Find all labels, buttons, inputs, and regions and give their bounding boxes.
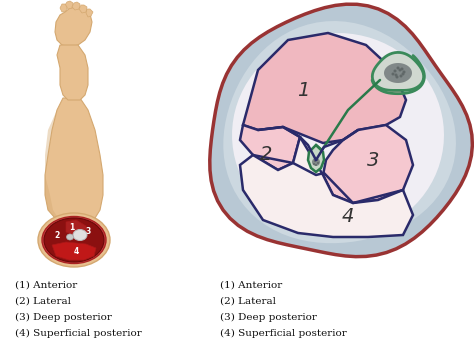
Text: 2: 2 [55,231,60,240]
Polygon shape [240,125,300,170]
Polygon shape [243,33,406,143]
Ellipse shape [73,229,87,241]
Polygon shape [45,98,63,218]
Circle shape [394,73,398,77]
Polygon shape [240,137,413,237]
Polygon shape [86,9,93,17]
Circle shape [401,73,404,76]
Circle shape [392,73,394,76]
Polygon shape [55,7,92,47]
Text: 4: 4 [73,248,79,257]
Polygon shape [60,4,67,12]
Circle shape [395,76,399,78]
Circle shape [396,66,400,69]
Ellipse shape [38,213,110,267]
Text: 1: 1 [69,224,74,232]
Circle shape [402,70,405,73]
Circle shape [315,164,317,166]
Ellipse shape [66,234,73,240]
Text: 3: 3 [85,228,91,237]
Text: 2: 2 [260,146,272,164]
Text: 3: 3 [367,151,379,170]
Ellipse shape [42,216,106,264]
Text: 4: 4 [342,208,354,227]
Text: (3) Deep posterior: (3) Deep posterior [220,313,317,322]
Polygon shape [72,2,80,10]
Polygon shape [45,98,103,218]
Text: (1) Anterior: (1) Anterior [220,281,282,290]
Polygon shape [223,21,456,243]
Text: (3) Deep posterior: (3) Deep posterior [15,313,112,322]
Polygon shape [323,125,413,203]
Text: (2) Lateral: (2) Lateral [220,297,276,306]
Text: 1: 1 [297,81,309,99]
Circle shape [316,159,318,161]
Polygon shape [232,33,444,237]
Circle shape [314,160,316,162]
Circle shape [400,74,402,77]
Circle shape [312,158,320,166]
Polygon shape [66,220,88,236]
Text: (1) Anterior: (1) Anterior [15,281,77,290]
Polygon shape [57,45,88,100]
Text: (4) Superficial posterior: (4) Superficial posterior [15,329,142,338]
Circle shape [317,162,319,164]
Circle shape [399,69,401,72]
Polygon shape [384,63,412,83]
Polygon shape [372,52,424,90]
Polygon shape [308,145,324,172]
Polygon shape [52,242,96,260]
Circle shape [401,68,403,70]
Circle shape [393,69,396,73]
Polygon shape [210,4,473,257]
Polygon shape [65,1,73,9]
Text: (2) Lateral: (2) Lateral [15,297,71,306]
Polygon shape [79,5,87,13]
Circle shape [313,163,315,165]
Ellipse shape [44,218,104,262]
Text: (4) Superficial posterior: (4) Superficial posterior [220,329,347,338]
